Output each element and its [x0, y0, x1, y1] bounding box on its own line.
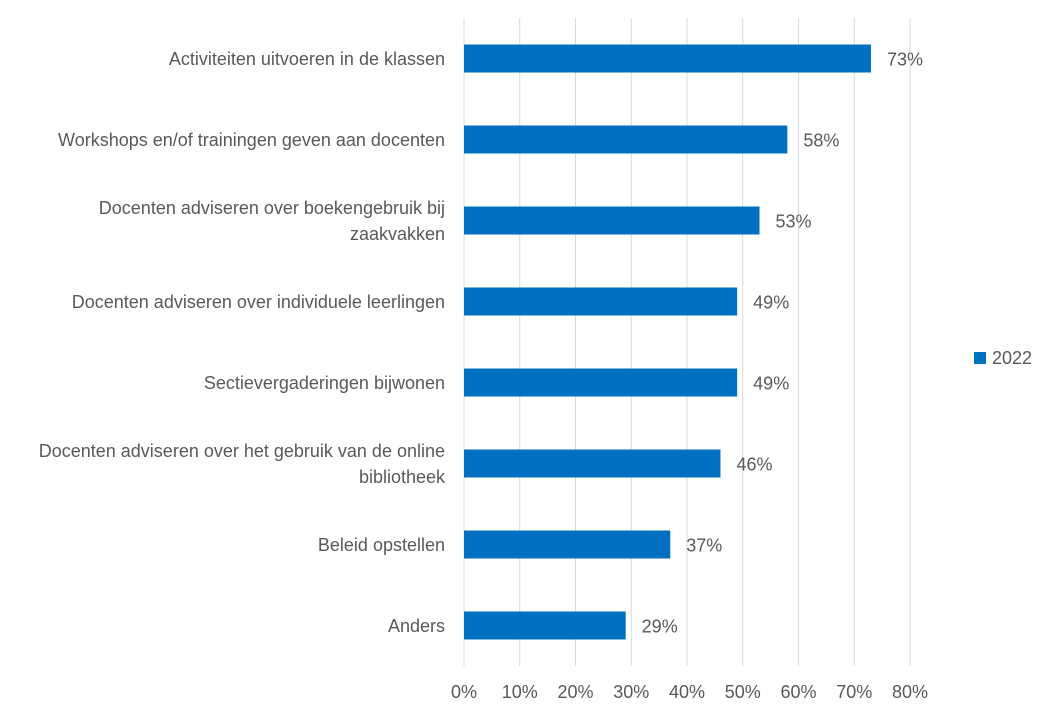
category-text: Beleid opstellen: [317, 534, 445, 555]
y-tick-label: Sectievergaderingen bijwonen: [5, 342, 445, 423]
data-label: 49%: [753, 373, 789, 393]
x-tick-label: 50%: [725, 682, 761, 702]
bar: [464, 44, 871, 73]
data-label: 53%: [775, 211, 811, 231]
bar: [464, 449, 721, 478]
x-tick-label: 60%: [780, 682, 816, 702]
data-label: 46%: [736, 454, 772, 474]
data-label: 49%: [753, 292, 789, 312]
x-tick-label: 10%: [502, 682, 538, 702]
bar: [464, 287, 738, 316]
x-tick-label: 0%: [451, 682, 477, 702]
bar: [464, 206, 760, 235]
legend-label: 2022: [992, 348, 1032, 368]
bar: [464, 530, 671, 559]
category-text: Docenten adviseren over individuele leer…: [71, 291, 445, 312]
data-label: 58%: [803, 130, 839, 150]
category-text: Docenten adviseren over boekengebruik bi…: [98, 197, 445, 244]
y-tick-label: Docenten adviseren over boekengebruik bi…: [5, 180, 445, 261]
x-tick-label: 40%: [669, 682, 705, 702]
y-tick-label: Activiteiten uitvoeren in de klassen: [5, 18, 445, 99]
category-text: Workshops en/of trainingen geven aan doc…: [58, 129, 445, 150]
x-tick-label: 80%: [892, 682, 928, 702]
x-tick-label: 70%: [836, 682, 872, 702]
data-label: 29%: [642, 616, 678, 636]
bar: [464, 125, 788, 154]
bar: [464, 611, 626, 640]
data-label: 37%: [686, 535, 722, 555]
data-label: 73%: [887, 49, 923, 69]
y-tick-label: Beleid opstellen: [5, 504, 445, 585]
category-text: Anders: [387, 615, 445, 636]
category-text: Activiteiten uitvoeren in de klassen: [168, 48, 445, 69]
x-tick-label: 30%: [613, 682, 649, 702]
category-text: Sectievergaderingen bijwonen: [203, 372, 445, 393]
y-tick-label: Docenten adviseren over individuele leer…: [5, 261, 445, 342]
category-text: Docenten adviseren over het gebruik van …: [38, 440, 445, 487]
bar: [464, 368, 738, 397]
y-tick-label: Workshops en/of trainingen geven aan doc…: [5, 99, 445, 180]
legend-swatch: [974, 352, 986, 364]
y-tick-label: Anders: [5, 585, 445, 666]
y-tick-label: Docenten adviseren over het gebruik van …: [5, 423, 445, 504]
x-tick-label: 20%: [557, 682, 593, 702]
